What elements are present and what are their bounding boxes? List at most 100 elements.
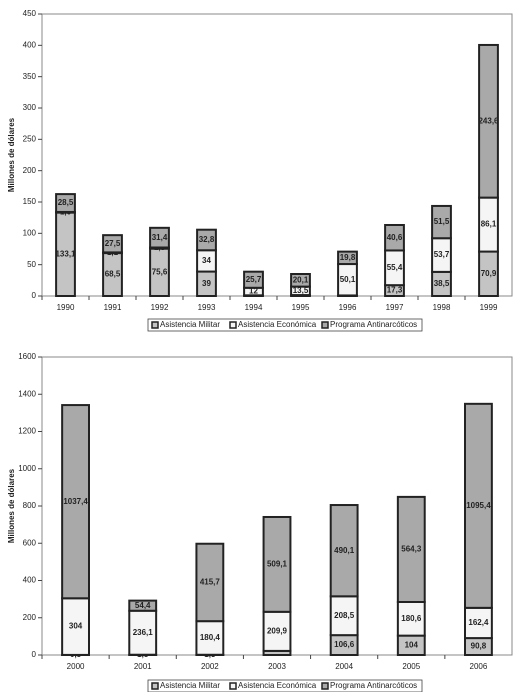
legend-swatch bbox=[229, 321, 237, 329]
legend-label: Asistencia Militar bbox=[160, 320, 220, 329]
legend-swatch bbox=[229, 682, 237, 690]
legend-swatch bbox=[151, 682, 159, 690]
value-label: 180,6 bbox=[401, 614, 422, 623]
legend-label: Asistencia Militar bbox=[160, 681, 220, 690]
bar-segment bbox=[478, 43, 499, 199]
value-label: 1095,4 bbox=[466, 501, 491, 510]
y-tick-label: 0 bbox=[32, 291, 37, 300]
y-tick-label: 50 bbox=[27, 260, 36, 269]
y-tick-label: 800 bbox=[23, 501, 37, 510]
y-tick-label: 600 bbox=[23, 538, 37, 547]
legend-swatch bbox=[321, 321, 329, 329]
legend-swatch bbox=[321, 682, 329, 690]
bar-segment bbox=[290, 273, 311, 288]
value-label: 236,1 bbox=[133, 628, 154, 637]
value-label: 1037,4 bbox=[63, 497, 88, 506]
y-tick-label: 450 bbox=[23, 9, 37, 18]
value-label: 180,4 bbox=[200, 633, 221, 642]
value-label: 209,9 bbox=[267, 626, 288, 635]
bar-segment bbox=[464, 606, 493, 640]
bar-segment bbox=[102, 234, 123, 254]
x-tick-label: 1991 bbox=[104, 303, 122, 312]
value-label: 68,5 bbox=[105, 270, 121, 279]
value-label: 133,1 bbox=[55, 249, 76, 258]
y-tick-label: 200 bbox=[23, 166, 37, 175]
x-tick-label: 1993 bbox=[198, 303, 216, 312]
value-label: 31,4 bbox=[152, 233, 168, 242]
x-tick-label: 1997 bbox=[386, 303, 404, 312]
x-tick-label: 1995 bbox=[292, 303, 310, 312]
legend: Asistencia Militar Asistencia Económica Pr… bbox=[147, 318, 423, 332]
x-tick-label: 1996 bbox=[339, 303, 357, 312]
value-label: 34 bbox=[202, 256, 211, 265]
x-tick-label: 2006 bbox=[470, 662, 488, 671]
bar-segment bbox=[243, 270, 264, 289]
y-tick-label: 1000 bbox=[18, 464, 36, 473]
value-label: 32,8 bbox=[199, 235, 215, 244]
x-tick-label: 1998 bbox=[433, 303, 451, 312]
value-label: 304 bbox=[69, 622, 83, 631]
value-label: 51,5 bbox=[434, 217, 450, 226]
bar-segment bbox=[128, 599, 158, 612]
bar-segment bbox=[464, 402, 493, 609]
value-label: 40,6 bbox=[387, 233, 403, 242]
y-tick-label: 1200 bbox=[18, 427, 36, 436]
y-tick-label: 250 bbox=[23, 134, 37, 143]
bar-segment bbox=[384, 223, 405, 252]
value-label: 28,5 bbox=[58, 198, 74, 207]
y-axis-label: Millones de dólares bbox=[7, 117, 16, 192]
value-label: 70,9 bbox=[481, 269, 497, 278]
bar-segment bbox=[196, 228, 217, 252]
value-label: 75,6 bbox=[152, 267, 168, 276]
value-label: 20,1 bbox=[293, 275, 309, 284]
bar-segment bbox=[55, 193, 76, 213]
value-label: 104 bbox=[405, 640, 419, 649]
x-tick-label: 1994 bbox=[245, 303, 263, 312]
legend: Asistencia Militar Asistencia Económica Pr… bbox=[147, 679, 423, 692]
value-label: 106,6 bbox=[334, 640, 355, 649]
legend-swatch bbox=[151, 321, 159, 329]
bar-segment bbox=[149, 226, 170, 249]
value-label: 12 bbox=[249, 287, 258, 296]
legend-label: Programa Antinarcóticos bbox=[330, 681, 417, 690]
x-tick-label: 1999 bbox=[480, 303, 498, 312]
value-label: 39 bbox=[202, 279, 211, 288]
value-label: 162,4 bbox=[468, 618, 489, 627]
value-label: 86,1 bbox=[481, 220, 497, 229]
y-tick-label: 400 bbox=[23, 40, 37, 49]
y-tick-label: 0 bbox=[32, 650, 37, 659]
x-tick-label: 2005 bbox=[402, 662, 420, 671]
y-tick-label: 300 bbox=[23, 103, 37, 112]
bar-segment bbox=[396, 495, 426, 603]
value-label: 17,3 bbox=[387, 286, 403, 295]
y-axis-label: Millones de dólares bbox=[7, 468, 16, 543]
legend-label: Asistencia Económica bbox=[238, 681, 317, 690]
x-tick-label: 2003 bbox=[268, 662, 286, 671]
y-tick-label: 200 bbox=[23, 613, 37, 622]
value-label: 54,4 bbox=[135, 601, 151, 610]
x-tick-label: 2000 bbox=[67, 662, 85, 671]
bar-segment bbox=[262, 515, 292, 613]
value-label: 50,1 bbox=[340, 275, 356, 284]
value-label: 564,3 bbox=[401, 545, 422, 554]
value-label: 27,5 bbox=[105, 239, 121, 248]
bar-segment bbox=[396, 600, 426, 637]
chart: 0 200 400 600 800 1000 1200 1400 1600 Millones de… bbox=[7, 352, 513, 692]
value-label: 208,5 bbox=[334, 611, 355, 620]
value-label: 25,7 bbox=[246, 275, 262, 284]
value-label: 53,7 bbox=[434, 250, 450, 259]
value-label: 509,1 bbox=[267, 560, 288, 569]
x-tick-label: 2002 bbox=[201, 662, 219, 671]
value-label: 19,8 bbox=[340, 253, 356, 262]
chart: 0 50 100 150 200 250 300 350 400 450 Millones de d… bbox=[7, 9, 513, 332]
bar-segment bbox=[195, 542, 225, 623]
value-label: 243,6 bbox=[478, 116, 499, 125]
bar-segment bbox=[329, 595, 359, 637]
bar-segment bbox=[61, 404, 90, 600]
value-label: 415,7 bbox=[200, 578, 221, 587]
legend-label: Asistencia Económica bbox=[238, 320, 317, 329]
y-tick-label: 100 bbox=[23, 228, 37, 237]
bar-segment bbox=[337, 250, 358, 266]
value-label: 90,8 bbox=[471, 642, 487, 651]
